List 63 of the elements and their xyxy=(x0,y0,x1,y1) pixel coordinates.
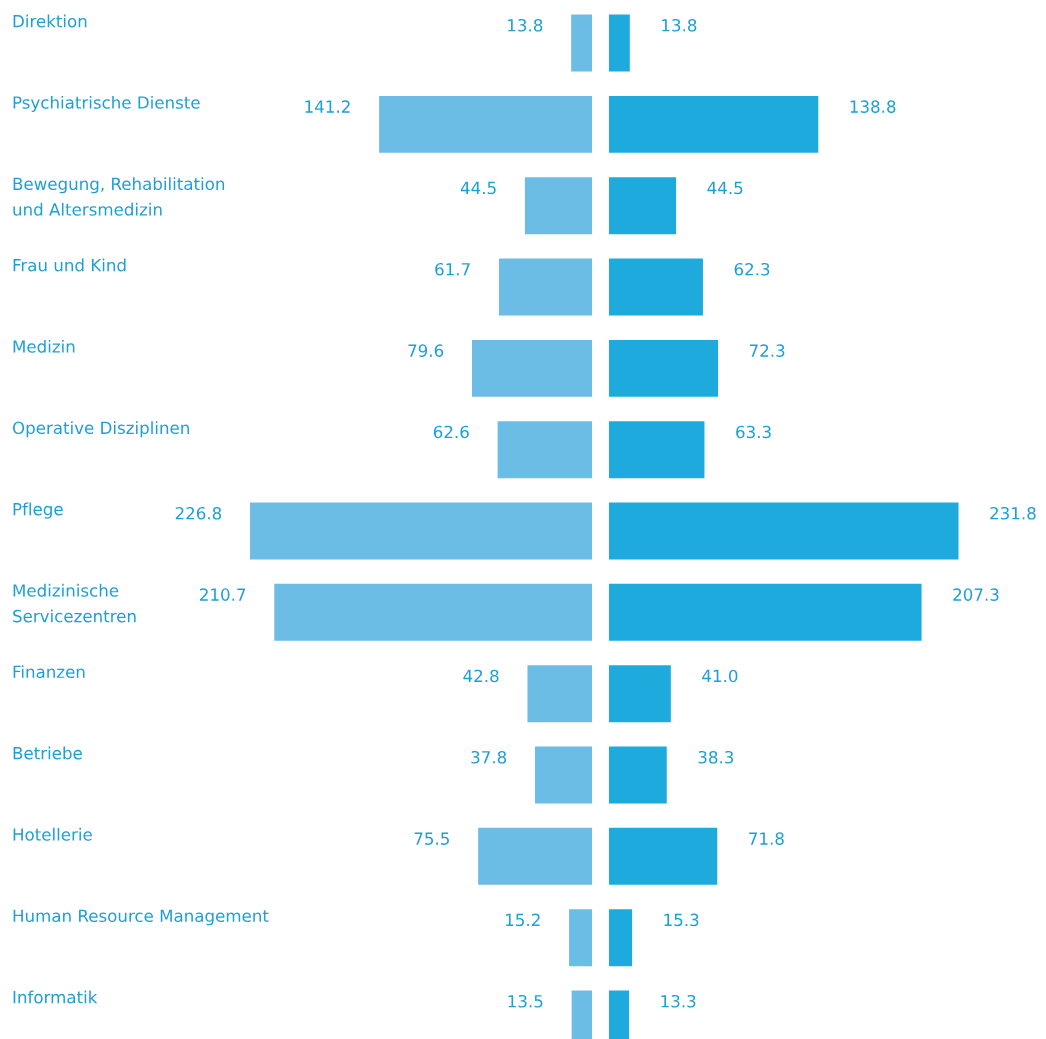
bar xyxy=(527,665,592,723)
data-label: 13.8 xyxy=(662,18,697,32)
data-label: 226.8 xyxy=(175,506,222,520)
bar xyxy=(609,258,703,316)
data-label: 15.3 xyxy=(664,913,699,927)
data-label: 15.2 xyxy=(506,913,540,927)
y-tick-label: Informatik xyxy=(13,990,98,1004)
data-label: 63.3 xyxy=(736,425,771,439)
bar xyxy=(609,502,959,560)
bar xyxy=(609,827,718,885)
y-tick-label: Bewegung, Rehabilitation und Altersmedizin xyxy=(13,177,225,216)
bar xyxy=(535,746,592,804)
data-label: 72.3 xyxy=(749,344,785,357)
data-label: 79.6 xyxy=(408,344,444,357)
bar xyxy=(609,95,819,153)
data-label: 44.5 xyxy=(707,181,743,195)
y-tick-label: Pflege xyxy=(13,502,63,519)
data-label: 61.7 xyxy=(435,262,470,276)
bar xyxy=(524,177,592,235)
y-tick-label: Medizinische Servicezentren xyxy=(13,583,136,623)
bar xyxy=(471,339,592,397)
data-label: 207.3 xyxy=(953,588,999,601)
y-tick-label: Medizin xyxy=(13,339,75,353)
bar xyxy=(609,339,719,397)
y-tick-label: Finanzen xyxy=(13,665,85,679)
bar xyxy=(571,14,592,72)
bar xyxy=(478,827,592,885)
data-label: 13.8 xyxy=(508,18,543,32)
data-label: 138.8 xyxy=(850,100,896,113)
bar xyxy=(609,665,671,723)
data-label: 38.3 xyxy=(698,750,734,764)
data-label: 75.5 xyxy=(414,832,449,845)
bar xyxy=(609,909,633,967)
y-tick-label: Human Resource Management xyxy=(13,909,269,926)
bar xyxy=(497,421,592,479)
data-label: 13.5 xyxy=(508,994,543,1008)
data-label: 41.0 xyxy=(702,669,738,683)
data-label: 210.7 xyxy=(200,588,246,601)
data-label: 37.8 xyxy=(471,750,507,764)
data-label: 141.2 xyxy=(305,100,350,113)
y-tick-label: Betriebe xyxy=(13,746,82,760)
data-label: 62.6 xyxy=(433,425,469,439)
bar xyxy=(498,258,592,316)
y-tick-label: Psychiatrische Dienste xyxy=(13,95,200,113)
bar xyxy=(609,421,705,479)
data-label: 13.3 xyxy=(661,994,696,1008)
bar xyxy=(274,583,592,641)
bar xyxy=(609,177,677,235)
bar xyxy=(250,502,592,560)
bar xyxy=(379,95,592,153)
y-tick-label: Operative Disziplinen xyxy=(12,421,189,438)
y-tick-label: Hotellerie xyxy=(13,827,92,841)
y-tick-label: Direktion xyxy=(13,14,87,28)
data-label: 71.8 xyxy=(749,832,784,845)
bar xyxy=(569,909,592,967)
bar xyxy=(609,583,922,641)
data-label: 62.3 xyxy=(734,262,770,276)
y-tick-label: Frau und Kind xyxy=(13,258,126,272)
bar xyxy=(609,746,667,804)
data-label: 231.8 xyxy=(990,506,1036,520)
data-label: 44.5 xyxy=(460,181,496,195)
data-label: 42.8 xyxy=(463,669,499,683)
bar xyxy=(609,14,630,72)
